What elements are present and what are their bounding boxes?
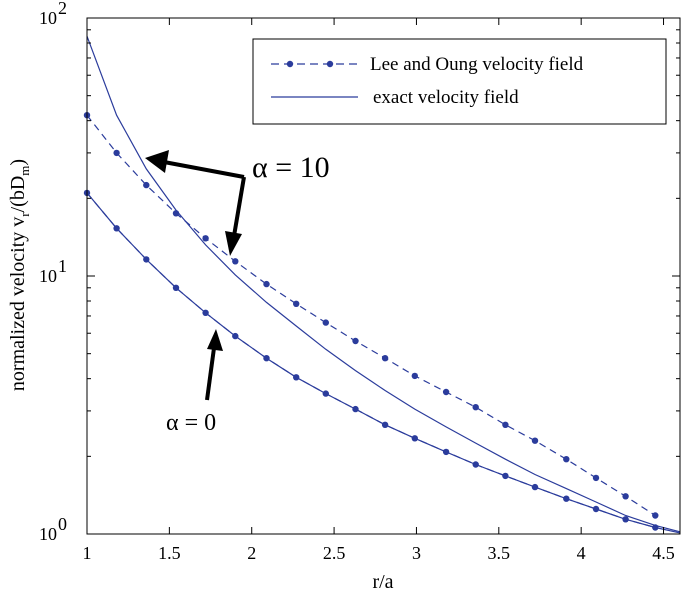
series-line-alpha10-exact bbox=[86, 35, 681, 533]
x-tick-label: 3.5 bbox=[488, 543, 511, 563]
x-tick-label: 2 bbox=[247, 543, 256, 563]
data-point bbox=[322, 319, 329, 326]
arrow-alpha-10-a bbox=[163, 160, 245, 179]
y-axis-label: normalized velocity vr/(bDm) bbox=[7, 159, 32, 391]
data-point bbox=[113, 149, 120, 157]
x-tick-label: 1.5 bbox=[158, 543, 181, 563]
legend-label-lee-oung: Lee and Oung velocity field bbox=[370, 54, 584, 75]
y-tick-exponent: 1 bbox=[58, 256, 67, 276]
data-point bbox=[592, 474, 600, 482]
y-tick-exponent: 0 bbox=[58, 514, 67, 534]
y-tick-exponent: 2 bbox=[58, 0, 67, 18]
data-point bbox=[502, 421, 509, 428]
y-tick-label: 10 bbox=[39, 266, 57, 286]
series-line-alpha10-lee-oung bbox=[86, 114, 656, 517]
data-point bbox=[232, 258, 239, 265]
data-point bbox=[143, 181, 150, 189]
x-tick-label: 1 bbox=[83, 543, 92, 563]
legend-label-exact: exact velocity field bbox=[373, 87, 519, 108]
data-point bbox=[563, 456, 570, 463]
arrow-alpha-10-b-head bbox=[225, 231, 242, 256]
series-layer bbox=[83, 35, 681, 534]
series-line-alpha0-lee-oung bbox=[86, 192, 656, 529]
legend-marker bbox=[326, 60, 334, 68]
legend: Lee and Oung velocity field exact veloci… bbox=[252, 38, 667, 125]
data-point bbox=[202, 235, 209, 242]
legend-marker bbox=[286, 60, 294, 68]
data-point bbox=[652, 512, 659, 519]
arrow-alpha-10-b bbox=[232, 176, 246, 237]
arrow-alpha-10-a-head bbox=[145, 150, 169, 173]
annotation-alpha-0-label: α = 0 bbox=[166, 410, 216, 436]
data-point bbox=[472, 404, 479, 411]
series-line-alpha0-exact bbox=[86, 192, 681, 534]
data-point bbox=[411, 372, 418, 380]
data-point bbox=[442, 388, 450, 396]
arrow-alpha-0 bbox=[205, 347, 216, 401]
x-tick-label: 3 bbox=[412, 543, 421, 563]
legend-box bbox=[252, 38, 667, 125]
data-point bbox=[293, 300, 300, 307]
data-point bbox=[263, 280, 270, 288]
data-point bbox=[531, 437, 539, 444]
x-tick-label: 2.5 bbox=[323, 543, 346, 563]
data-point bbox=[352, 337, 359, 345]
y-tick-label: 10 bbox=[39, 8, 57, 28]
annotation-alpha-10-label: α = 10 bbox=[252, 151, 330, 184]
arrow-alpha-0-head bbox=[207, 329, 223, 351]
data-point bbox=[381, 355, 389, 362]
annotation-alpha-0: α = 0 bbox=[166, 329, 223, 436]
x-tick-label: 4.5 bbox=[652, 543, 675, 563]
x-axis-label: r/a bbox=[372, 571, 393, 593]
data-point bbox=[622, 493, 629, 500]
annotation-alpha-10: α = 10 bbox=[145, 150, 330, 256]
y-tick-label: 10 bbox=[39, 524, 57, 544]
x-tick-label: 4 bbox=[577, 543, 586, 563]
